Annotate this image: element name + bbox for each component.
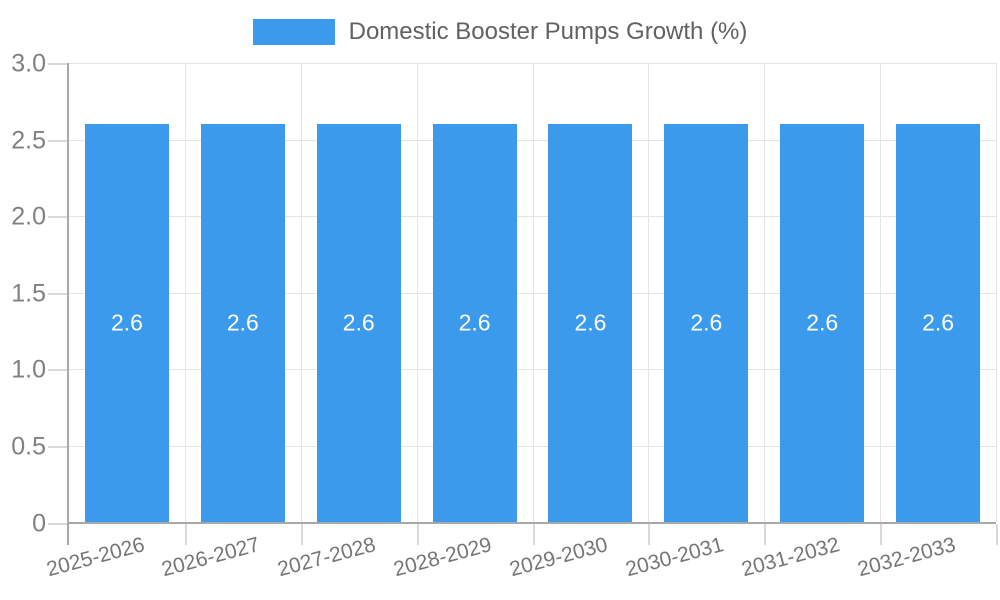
- y-axis-tick-mark: [48, 445, 69, 448]
- bar-value-label: 2.6: [342, 309, 375, 336]
- x-axis-tick-label: 2028-2029: [391, 533, 495, 582]
- y-axis-tick-mark: [48, 292, 69, 295]
- bar-2028-2029[interactable]: 2.6: [432, 124, 517, 522]
- bar-2026-2027[interactable]: 2.6: [200, 124, 285, 522]
- y-axis-tick-label: 2.0: [11, 202, 46, 231]
- bar-2029-2030[interactable]: 2.6: [548, 124, 633, 522]
- vertical-gridline: [300, 63, 302, 522]
- bar-value-label: 2.6: [922, 309, 955, 336]
- x-axis-tick-label: 2027-2028: [275, 533, 379, 582]
- legend-label: Domestic Booster Pumps Growth (%): [348, 18, 748, 45]
- bar-value-label: 2.6: [690, 309, 723, 336]
- y-axis-line: [67, 63, 69, 545]
- x-axis-tick-mark: [300, 524, 303, 545]
- x-axis-tick-label: 2031-2032: [738, 533, 842, 582]
- chart-legend: Domestic Booster Pumps Growth (%): [0, 16, 1000, 48]
- x-axis-tick-mark: [996, 524, 998, 545]
- x-axis-tick-mark: [184, 524, 187, 545]
- bar-value-label: 2.6: [574, 309, 607, 336]
- vertical-gridline: [880, 63, 882, 522]
- y-axis-tick-mark: [48, 522, 69, 525]
- bar-value-label: 2.6: [226, 309, 259, 336]
- x-axis-tick-mark: [416, 524, 419, 545]
- y-axis-tick-mark: [48, 63, 69, 65]
- vertical-gridline: [184, 63, 186, 522]
- x-axis-tick-label: 2029-2030: [507, 533, 611, 582]
- vertical-gridline: [416, 63, 418, 522]
- bar-2030-2031[interactable]: 2.6: [664, 124, 749, 522]
- vertical-gridline: [764, 63, 766, 522]
- y-axis-tick-label: 0.5: [11, 432, 46, 461]
- vertical-gridline: [532, 63, 534, 522]
- x-axis-tick-label: 2025-2026: [43, 533, 147, 582]
- vertical-gridline: [996, 63, 997, 522]
- y-axis-tick-label: 1.0: [11, 355, 46, 384]
- x-axis-tick-label: 2030-2031: [623, 533, 727, 582]
- y-axis-tick-label: 1.5: [11, 279, 46, 308]
- legend-swatch[interactable]: [252, 19, 335, 45]
- x-axis-tick-mark: [880, 524, 883, 545]
- vertical-gridline: [648, 63, 650, 522]
- x-axis-tick-label: 2026-2027: [159, 533, 263, 582]
- y-axis-tick-mark: [48, 139, 69, 142]
- x-axis-line: [67, 522, 996, 524]
- x-axis-tick-mark: [532, 524, 535, 545]
- bar-2025-2026[interactable]: 2.6: [84, 124, 169, 522]
- y-axis-tick-label: 2.5: [11, 126, 46, 155]
- bar-2027-2028[interactable]: 2.6: [316, 124, 401, 522]
- x-axis-tick-mark: [764, 524, 767, 545]
- y-axis-tick-label: 3.0: [11, 49, 46, 78]
- bar-2032-2033[interactable]: 2.6: [896, 124, 981, 522]
- bar-2031-2032[interactable]: 2.6: [780, 124, 865, 522]
- bar-value-label: 2.6: [110, 309, 143, 336]
- y-axis-tick-label: 0: [32, 509, 46, 537]
- x-axis-tick-label: 2032-2033: [854, 533, 958, 582]
- bar-value-label: 2.6: [806, 309, 839, 336]
- y-axis-tick-mark: [48, 216, 69, 219]
- y-axis-tick-mark: [48, 369, 69, 372]
- bar-value-label: 2.6: [458, 309, 491, 336]
- x-axis-tick-mark: [648, 524, 651, 545]
